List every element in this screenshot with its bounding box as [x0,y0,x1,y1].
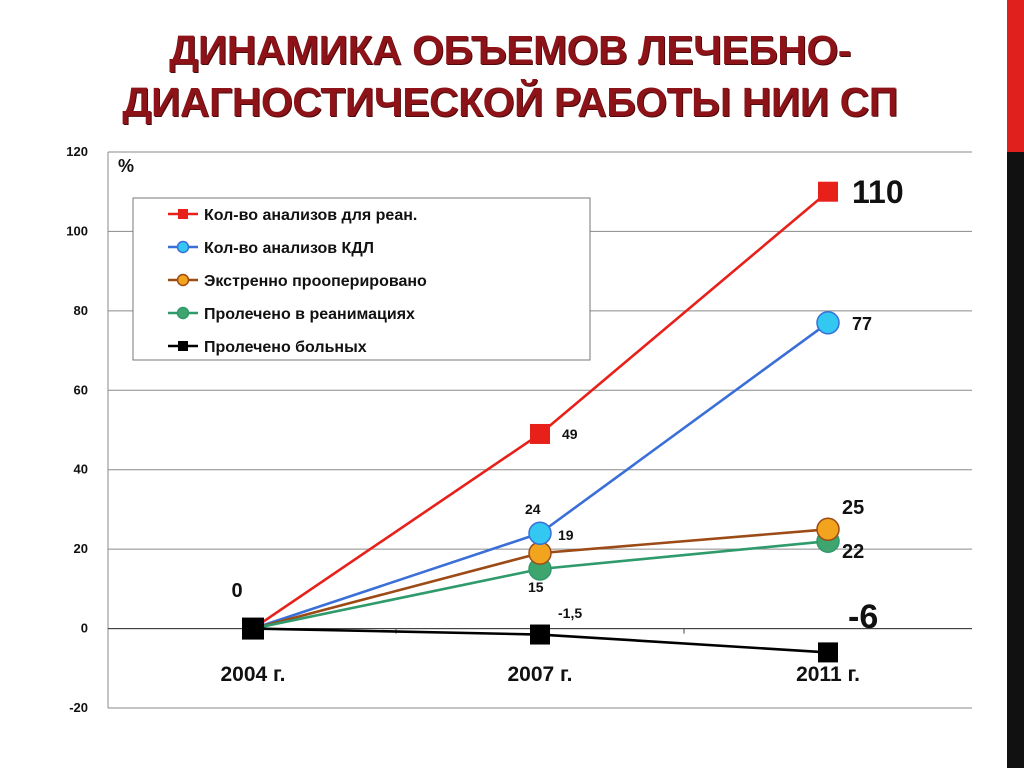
legend-entry-label: Кол-во анализов для реан. [204,207,417,224]
legend-entry-label: Пролечено в реанимациях [204,306,415,323]
data-point-marker [530,423,550,444]
data-point-marker [528,521,552,546]
y-tick-label: 40 [74,462,88,477]
legend-entry-label: Пролечено больных [204,339,367,356]
data-point-marker [818,181,838,202]
x-category-label: 2011 г. [796,663,860,686]
y-axis-label: % [118,156,134,176]
y-tick-label: 0 [81,621,88,636]
data-label: 15 [528,579,544,595]
data-point-marker [178,209,188,219]
data-label: -6 [848,598,878,636]
y-tick-label: 80 [74,303,88,318]
legend: Кол-во анализов для реан. Кол-во анализов… [132,197,591,361]
data-label: 110 [852,174,904,210]
x-category-label: 2007 г. [507,663,572,686]
data-point-marker [176,240,190,254]
data-point-marker [530,624,550,645]
data-label: -1,5 [558,605,582,621]
data-label: 49 [562,426,578,442]
data-point-marker [242,617,264,640]
legend-entry-label: Кол-во анализов КДЛ [204,240,374,257]
y-tick-label: 100 [66,223,88,238]
data-point-marker [178,341,188,351]
legend-entry-label: Экстренно прооперировано [204,273,427,290]
data-label: 22 [842,541,864,563]
slide-title-line-1: Динамика объемов лечебно- [169,27,851,73]
data-point-marker [818,642,838,663]
data-label: 25 [842,497,864,519]
data-label: 24 [525,501,541,517]
y-tick-label: 60 [74,382,88,397]
slide-title-line-2: диагностической работы НИИ СП [122,79,898,125]
slide-accent-bar-red [1007,0,1024,152]
y-tick-label: -20 [69,700,88,715]
y-tick-label: 20 [74,541,88,556]
y-tick-label: 120 [66,144,88,159]
data-point-marker [176,273,190,287]
x-category-label: 2004 г. [220,663,285,686]
data-label: 19 [558,527,574,543]
legend-box [132,197,591,361]
data-label: 0 [231,580,242,602]
data-point-marker [816,517,840,542]
slide-title: Динамика объемов лечебно- диагностическо… [40,24,980,128]
data-label: 77 [852,314,872,334]
data-point-marker [176,306,190,320]
data-point-marker [528,541,552,565]
data-point-marker [816,311,840,335]
slide-accent-bar-black [1007,152,1024,768]
